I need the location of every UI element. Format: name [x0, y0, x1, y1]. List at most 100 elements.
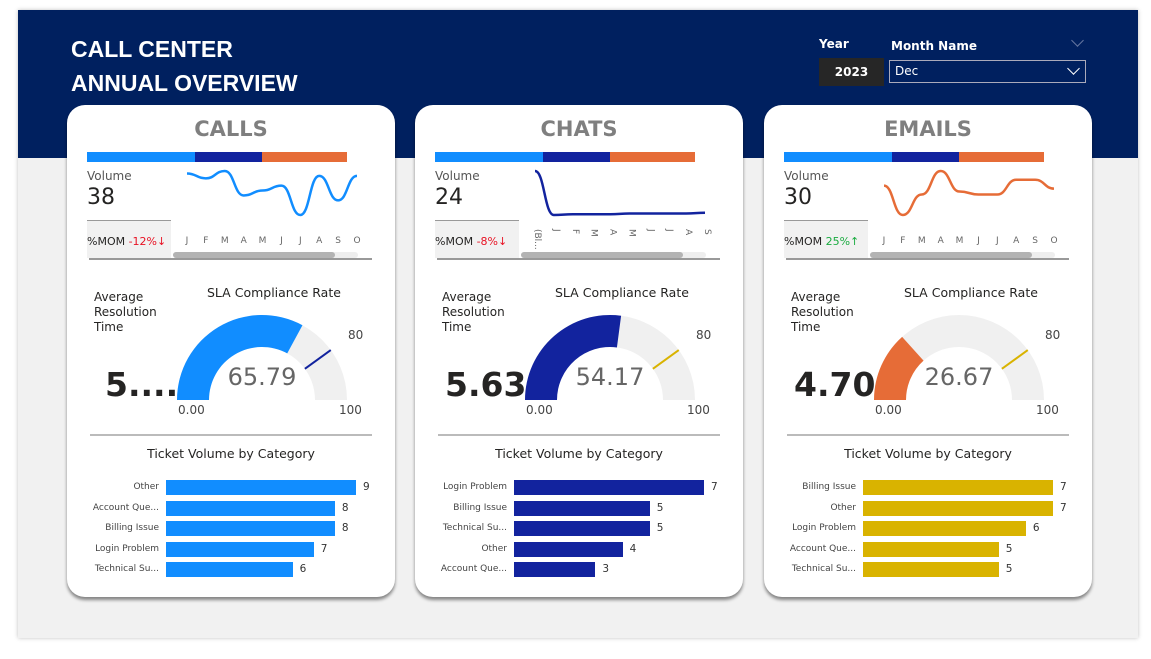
gauge-track — [874, 315, 1044, 400]
category-label: Technical Su... — [94, 564, 159, 574]
section-divider — [90, 434, 372, 436]
color-stripe — [959, 152, 1044, 162]
month-tick: A — [1013, 236, 1020, 246]
color-stripe — [610, 152, 695, 162]
kpi-card-calls: CALLS Volume 38 %MOM -12%↓ J F M A M J J A S O Average… — [67, 105, 395, 597]
month-tick: J — [882, 236, 886, 246]
mom-value: -8%↓ — [473, 235, 508, 248]
month-tick: M — [259, 236, 267, 246]
category-bar[interactable] — [514, 500, 650, 516]
card-graphics: (Bl... J F M A M J J A S — [437, 169, 720, 400]
month-tick: F — [203, 236, 208, 246]
sparkline — [534, 169, 706, 217]
art-label-line: Resolution — [94, 305, 157, 319]
month-tick: M — [626, 229, 636, 237]
month-tick: S — [1032, 236, 1038, 246]
gauge-target-marker — [304, 349, 332, 370]
year-slicer[interactable]: 2023 — [819, 58, 884, 86]
month-tick: (Bl... — [532, 229, 542, 250]
title-line-1: CALL CENTER — [71, 36, 233, 62]
category-value: 7 — [711, 481, 718, 493]
color-stripe — [435, 152, 543, 162]
gauge-target-label: 80 — [1045, 328, 1061, 342]
category-bar[interactable] — [863, 562, 999, 577]
color-stripe — [543, 152, 610, 162]
month-tick: J — [298, 236, 302, 246]
chevron-down-icon[interactable] — [1071, 34, 1084, 47]
volume-label: Volume — [784, 169, 829, 183]
category-bar[interactable] — [863, 500, 1053, 516]
category-bar[interactable] — [166, 541, 314, 557]
category-value: 8 — [341, 522, 349, 534]
month-tick: A — [683, 229, 693, 236]
category-bar[interactable] — [514, 562, 596, 577]
category-label: Account Que... — [440, 564, 507, 574]
art-label-line: Time — [791, 320, 821, 334]
color-stripe — [87, 152, 195, 162]
category-label: Other — [481, 543, 507, 554]
category-bar[interactable] — [514, 521, 650, 536]
category-label: Billing Issue — [105, 523, 159, 533]
color-stripe — [892, 152, 959, 162]
category-bar[interactable] — [863, 541, 999, 557]
category-label: Billing Issue — [453, 502, 507, 513]
title-line-2: ANNUAL OVERVIEW — [71, 70, 298, 96]
gauge-fill — [525, 315, 622, 400]
volume-kpi: Volume 38 — [87, 169, 171, 259]
category-label: Login Problem — [443, 482, 507, 492]
year-label: Year — [819, 37, 849, 51]
mom-label: %MOM — [435, 235, 474, 248]
category-value: 5 — [656, 501, 664, 514]
category-bar[interactable] — [166, 521, 335, 536]
category-bar[interactable] — [166, 562, 293, 577]
scrollbar-thumb[interactable] — [870, 252, 1032, 258]
month-tick: J — [551, 228, 561, 232]
month-tick: A — [938, 236, 945, 246]
month-tick: J — [664, 228, 674, 232]
volume-kpi: Volume 30 — [784, 169, 868, 259]
avg-resolution-label: Average Resolution Time — [94, 290, 157, 335]
mom-box: %MOM -12%↓ — [87, 220, 171, 258]
category-bar[interactable] — [166, 480, 356, 495]
scrollbar-thumb[interactable] — [173, 252, 335, 258]
category-bar[interactable] — [514, 541, 623, 557]
art-label-line: Time — [94, 320, 124, 334]
volume-kpi: Volume 24 — [435, 169, 519, 259]
category-value: 9 — [363, 481, 370, 493]
mom-label: %MOM — [784, 235, 823, 248]
category-bar[interactable] — [863, 480, 1053, 495]
scrollbar-thumb[interactable] — [521, 252, 683, 258]
volume-value: 38 — [87, 185, 115, 210]
card-title: CHATS — [540, 117, 618, 141]
category-label: Other — [133, 482, 159, 492]
gauge-fill — [874, 336, 924, 400]
art-label-line: Average — [94, 290, 144, 304]
month-tick: S — [335, 236, 341, 246]
category-chart-title: Ticket Volume by Category — [495, 446, 663, 461]
month-dropdown[interactable]: Dec — [889, 60, 1086, 83]
gauge-fill — [177, 315, 303, 400]
category-bar[interactable] — [514, 480, 704, 495]
card-title: EMAILS — [884, 117, 972, 141]
avg-resolution-value: 4.70 — [794, 365, 876, 404]
mom-label: %MOM — [87, 235, 126, 248]
report-canvas: CALL CENTER ANNUAL OVERVIEW Year 2023 Mo… — [18, 10, 1138, 638]
kpi-card-chats: CHATS Volume 24 %MOM -8%↓ (Bl... J F M A M J J A S Ave… — [415, 105, 743, 597]
month-tick: O — [1050, 236, 1057, 246]
gauge-max: 100 — [339, 403, 362, 417]
month-tick: F — [570, 229, 580, 234]
category-bar[interactable] — [166, 500, 335, 516]
sla-title: SLA Compliance Rate — [555, 285, 689, 300]
category-value: 8 — [341, 501, 349, 514]
avg-resolution-label: Average Resolution Time — [442, 290, 505, 335]
volume-value: 30 — [784, 185, 812, 210]
gauge-target-label: 80 — [348, 328, 364, 342]
avg-resolution-value: 5.63 — [445, 365, 527, 404]
category-bar[interactable] — [863, 521, 1026, 536]
category-label: Technical Su... — [442, 523, 507, 533]
month-tick: M — [918, 236, 926, 246]
category-value: 4 — [629, 542, 637, 555]
month-tick: M — [221, 236, 229, 246]
